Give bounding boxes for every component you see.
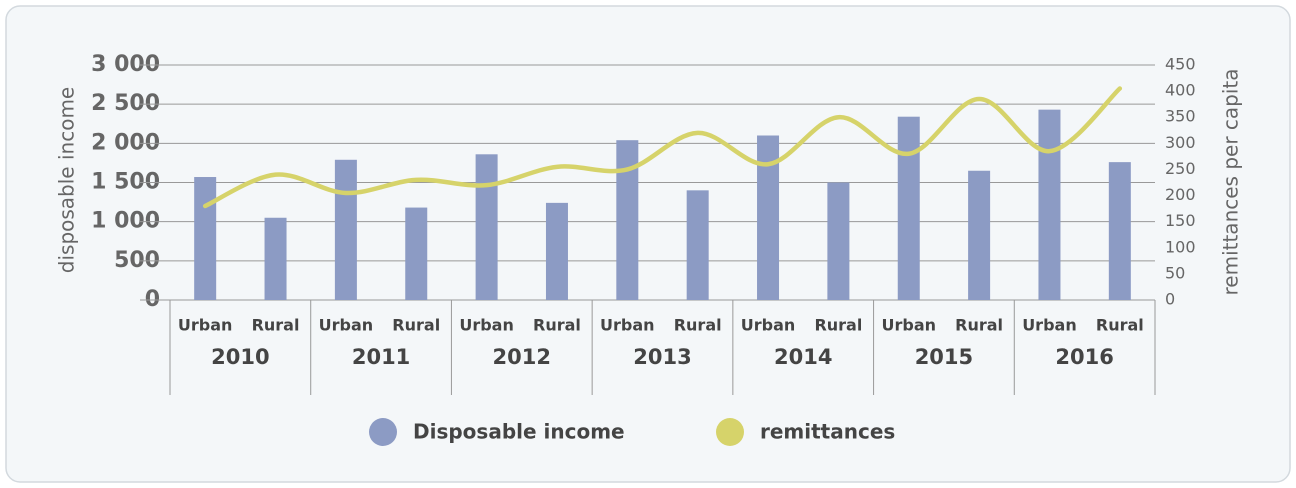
bar — [616, 140, 639, 300]
bar — [194, 177, 217, 300]
bar — [1108, 162, 1131, 300]
y2-tick-label: 350 — [1165, 107, 1196, 126]
legend-label: Disposable income — [413, 420, 625, 444]
bar — [1038, 109, 1061, 301]
group-label: 2014 — [774, 345, 832, 369]
bar — [968, 170, 991, 300]
x-tick-label: Urban — [1022, 316, 1077, 335]
y2-tick-label: 150 — [1165, 211, 1196, 230]
y2-tick-label: 250 — [1165, 159, 1196, 178]
bar — [334, 159, 357, 300]
x-tick-label: Rural — [392, 316, 440, 335]
bar — [475, 154, 498, 300]
bar — [264, 217, 287, 300]
x-tick-label: Urban — [881, 316, 936, 335]
bar — [897, 116, 920, 300]
y2-tick-label: 50 — [1165, 263, 1185, 282]
y2-tick-label: 0 — [1165, 290, 1175, 309]
y2-tick-label: 100 — [1165, 237, 1196, 256]
x-tick-label: Urban — [741, 316, 796, 335]
x-tick-label: Urban — [319, 316, 374, 335]
group-label: 2016 — [1055, 345, 1113, 369]
x-tick-label: Urban — [600, 316, 655, 335]
bar — [827, 182, 850, 300]
y2-tick-label: 300 — [1165, 133, 1196, 152]
bar — [545, 202, 568, 300]
legend-swatch — [369, 418, 397, 446]
y2-axis-title: remittances per capita — [1219, 68, 1243, 295]
x-tick-label: Rural — [814, 316, 862, 335]
x-tick-label: Rural — [955, 316, 1003, 335]
x-tick-label: Rural — [533, 316, 581, 335]
bar — [757, 135, 780, 300]
group-label: 2011 — [352, 345, 410, 369]
y2-tick-label: 450 — [1165, 55, 1196, 74]
x-tick-label: Urban — [178, 316, 233, 335]
bar — [405, 207, 428, 300]
x-tick-label: Rural — [1096, 316, 1144, 335]
x-tick-label: Urban — [459, 316, 514, 335]
group-label: 2015 — [915, 345, 973, 369]
x-tick-label: Rural — [674, 316, 722, 335]
group-label: 2010 — [211, 345, 269, 369]
line — [202, 86, 1123, 209]
panel — [5, 5, 1291, 483]
group-label: 2013 — [633, 345, 691, 369]
x-tick-label: Rural — [252, 316, 300, 335]
group-label: 2012 — [493, 345, 551, 369]
y2-tick-label: 400 — [1165, 81, 1196, 100]
legend-label: remittances — [760, 420, 895, 444]
y2-tick-label: 200 — [1165, 185, 1196, 204]
y-axis-title: disposable income — [55, 87, 79, 273]
legend-swatch — [716, 418, 744, 446]
bar — [686, 190, 709, 300]
